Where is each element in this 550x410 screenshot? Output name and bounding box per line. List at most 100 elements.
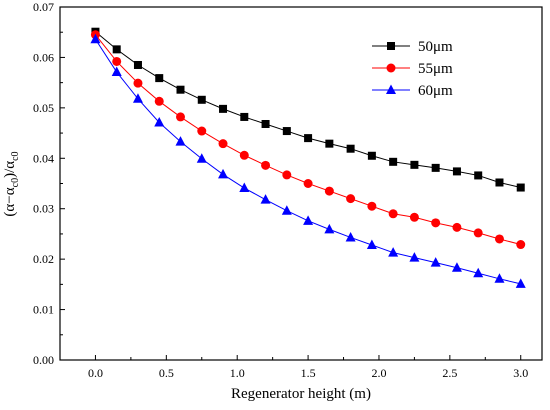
legend-marker bbox=[386, 63, 396, 73]
legend-label: 60μm bbox=[418, 83, 453, 99]
data-point bbox=[345, 231, 356, 242]
legend-marker bbox=[386, 84, 396, 94]
data-point bbox=[325, 139, 334, 148]
legend: 50μm 55μm 60μm bbox=[372, 39, 453, 99]
legend-label: 55μm bbox=[418, 61, 453, 77]
data-point bbox=[175, 136, 186, 146]
y-tick-label: 0.07 bbox=[33, 0, 54, 14]
data-point bbox=[474, 171, 483, 180]
data-point bbox=[516, 183, 525, 192]
data-point bbox=[282, 127, 291, 136]
data-point bbox=[261, 119, 270, 128]
y-axis-title-main: (α−α bbox=[2, 187, 18, 216]
data-point bbox=[261, 160, 271, 170]
data-point bbox=[281, 205, 292, 215]
data-point bbox=[304, 134, 313, 143]
data-point bbox=[196, 153, 207, 163]
data-point bbox=[494, 273, 505, 283]
data-point bbox=[516, 240, 526, 250]
y-axis-title-sub1: c0 bbox=[10, 178, 21, 187]
data-point bbox=[366, 239, 377, 250]
data-point bbox=[154, 116, 165, 127]
data-point bbox=[218, 139, 228, 149]
data-point bbox=[324, 186, 334, 196]
data-point bbox=[112, 56, 122, 66]
y-tick-label: 0.02 bbox=[33, 252, 54, 266]
x-axis-title: Regenerator height (m) bbox=[231, 386, 371, 402]
data-point bbox=[409, 212, 419, 222]
data-point bbox=[389, 157, 398, 166]
data-point bbox=[218, 168, 229, 179]
data-point bbox=[452, 222, 462, 232]
data-point bbox=[367, 201, 377, 211]
data-point bbox=[111, 66, 122, 77]
data-point bbox=[303, 215, 314, 225]
legend-item-3: 60μm bbox=[372, 83, 453, 99]
data-point bbox=[473, 267, 484, 278]
plot-frame bbox=[59, 6, 543, 361]
series-layer bbox=[90, 27, 526, 288]
data-point bbox=[240, 112, 249, 121]
plot-area bbox=[59, 6, 543, 361]
data-point bbox=[346, 194, 356, 204]
data-point bbox=[367, 151, 376, 160]
series-1 bbox=[91, 27, 525, 192]
x-tick-label: 0.5 bbox=[159, 366, 174, 380]
data-point bbox=[473, 228, 483, 238]
data-point bbox=[260, 194, 271, 204]
data-point bbox=[282, 170, 292, 180]
data-point bbox=[90, 33, 101, 44]
data-point bbox=[176, 85, 185, 94]
data-point bbox=[219, 104, 228, 113]
axes-layer: 0.0 0.5 1.0 1.5 2.0 2.5 3.0 0.00 0.01 0.02 0.03 0.0… bbox=[33, 0, 528, 380]
data-point bbox=[132, 93, 143, 103]
data-point bbox=[133, 78, 143, 88]
data-point bbox=[133, 60, 142, 69]
series-2 bbox=[90, 30, 526, 250]
x-tick-label: 2.5 bbox=[442, 366, 457, 380]
series-3 bbox=[90, 33, 526, 288]
data-point bbox=[515, 278, 526, 288]
data-point bbox=[388, 247, 399, 257]
x-tick-label: 1.5 bbox=[301, 366, 316, 380]
x-tick-label: 2.0 bbox=[371, 366, 386, 380]
data-point bbox=[176, 112, 185, 122]
y-tick-label: 0.01 bbox=[33, 303, 54, 317]
data-point bbox=[430, 257, 441, 267]
data-point bbox=[239, 182, 250, 193]
data-point bbox=[197, 95, 206, 104]
y-tick-label: 0.03 bbox=[33, 202, 54, 216]
x-tick-label: 3.0 bbox=[513, 366, 528, 380]
data-point bbox=[452, 167, 461, 176]
y-tick-label: 0.05 bbox=[33, 101, 54, 115]
data-point bbox=[494, 234, 504, 244]
series-line bbox=[95, 31, 521, 189]
data-point bbox=[303, 179, 313, 188]
y-tick-label: 0.06 bbox=[33, 50, 54, 64]
x-tick-label: 0.0 bbox=[88, 366, 103, 380]
data-point bbox=[112, 45, 121, 54]
legend-label: 50μm bbox=[418, 39, 453, 55]
data-point bbox=[431, 218, 441, 228]
y-axis-title-mid: )/α bbox=[2, 161, 18, 178]
legend-marker bbox=[387, 42, 395, 50]
data-point bbox=[197, 126, 207, 136]
data-point bbox=[495, 178, 504, 187]
y-axis-title-sub2: c0 bbox=[10, 151, 21, 160]
data-point bbox=[324, 223, 335, 234]
data-point bbox=[155, 74, 164, 83]
data-point bbox=[154, 96, 164, 106]
data-point bbox=[431, 163, 440, 172]
data-point bbox=[239, 150, 249, 160]
legend-item-2: 55μm bbox=[372, 61, 453, 77]
x-tick-label: 1.0 bbox=[230, 366, 245, 380]
y-tick-label: 0.00 bbox=[33, 353, 54, 367]
data-point bbox=[409, 252, 420, 262]
data-point bbox=[410, 160, 419, 169]
data-point bbox=[346, 144, 355, 153]
y-axis-title: (α−αc0)/αc0 bbox=[2, 151, 21, 216]
legend-item-1: 50μm bbox=[372, 39, 453, 55]
y-tick-label: 0.04 bbox=[33, 151, 54, 165]
data-point bbox=[451, 262, 462, 272]
